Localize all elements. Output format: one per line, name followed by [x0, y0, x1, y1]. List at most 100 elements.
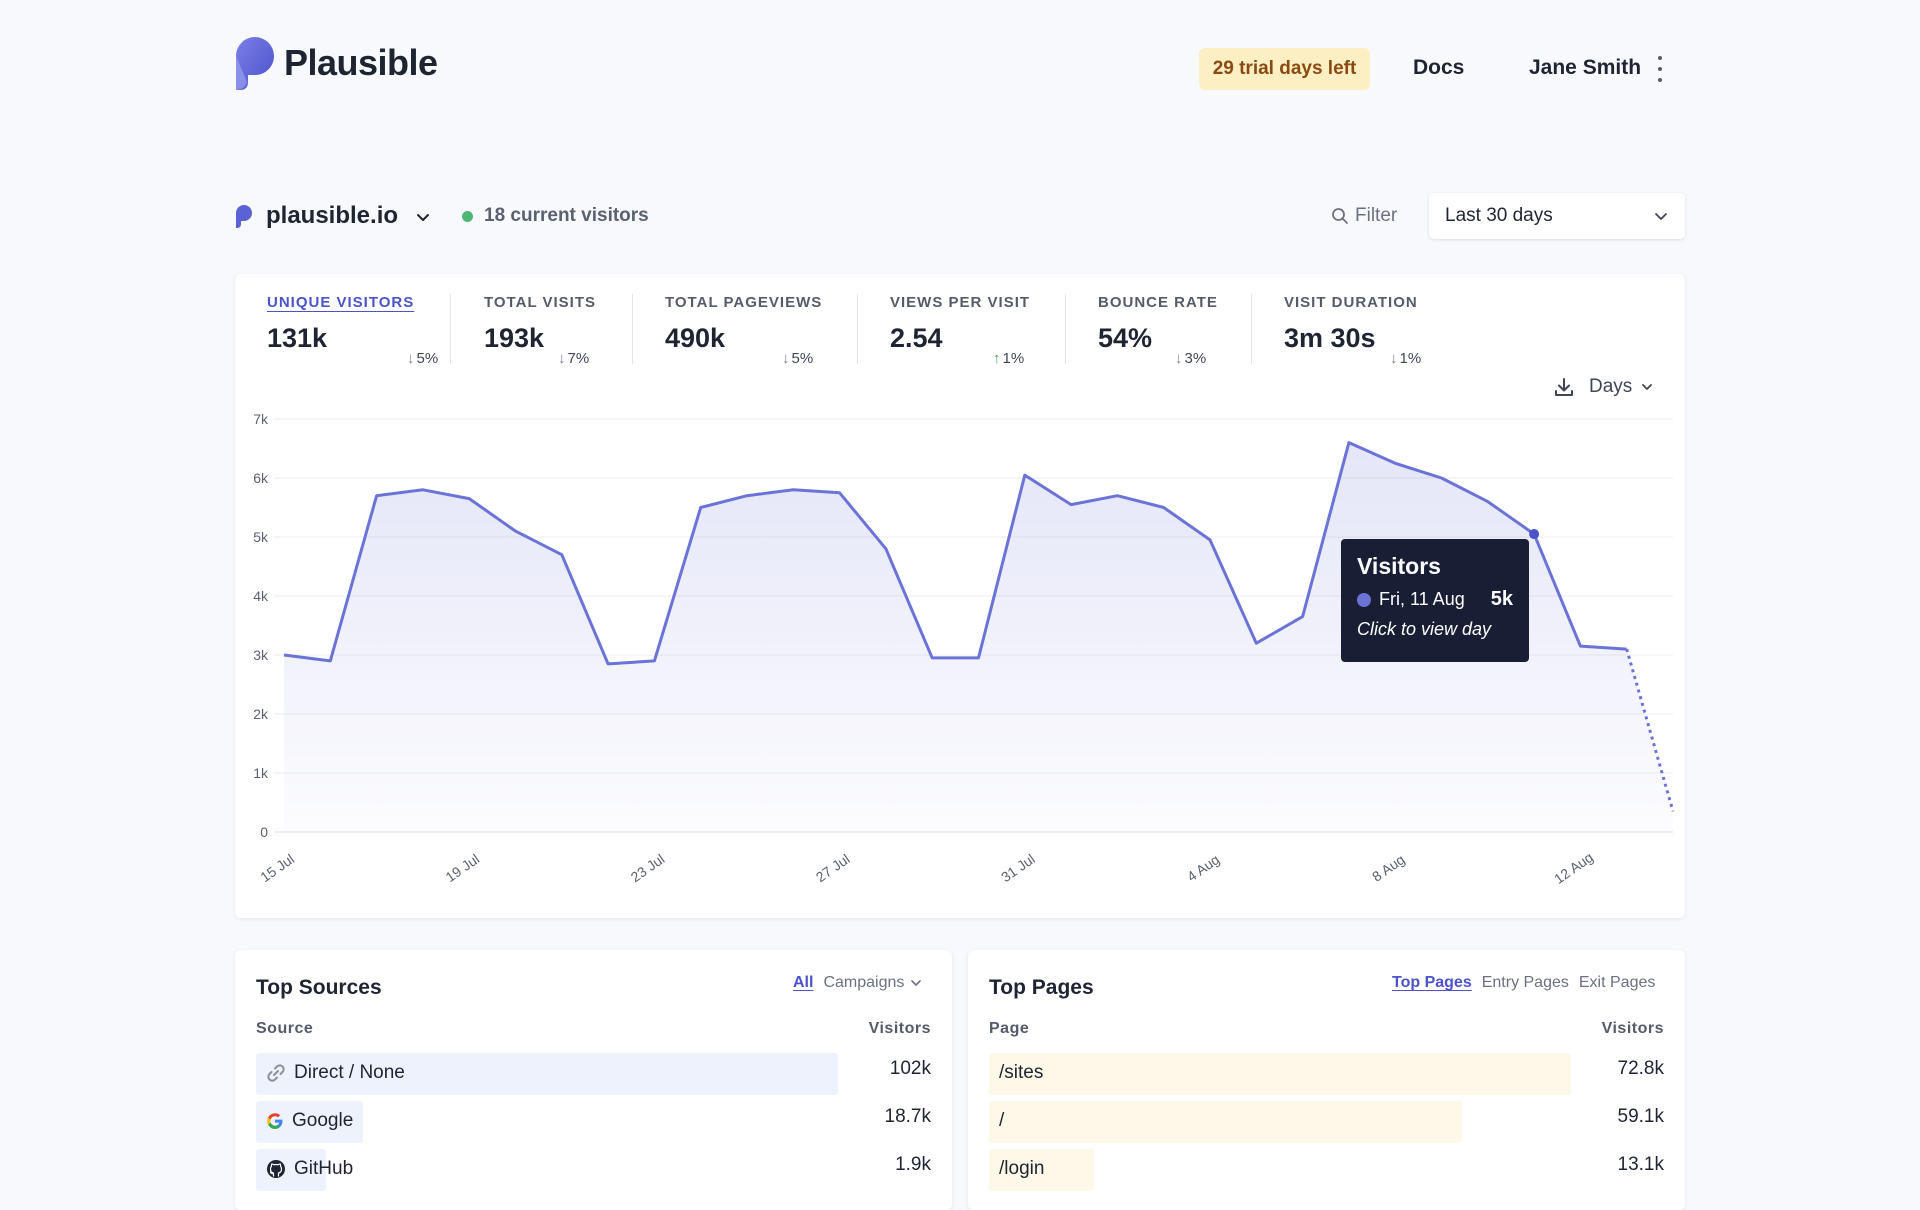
github-icon: [266, 1159, 286, 1179]
arrow-down-icon: ↓: [1175, 350, 1183, 367]
y-tick-label: 3k: [253, 647, 269, 663]
row-bar: [256, 1053, 838, 1095]
x-tick-label: 8 Aug: [1369, 851, 1408, 885]
metric-views-per-visit[interactable]: VIEWS PER VISIT 2.54 ↑ 1%: [890, 294, 1031, 367]
metric-change-value: 1%: [1399, 350, 1422, 367]
y-tick-label: 1k: [253, 765, 269, 781]
metric-total-pageviews[interactable]: TOTAL PAGEVIEWS 490k ↓ 5%: [665, 294, 823, 367]
arrow-up-icon: ↑: [993, 350, 1001, 367]
sources-tabs: All Campaigns: [793, 974, 922, 992]
docs-link[interactable]: Docs: [1413, 56, 1465, 79]
metric-change-value: 3%: [1184, 350, 1207, 367]
y-tick-label: 5k: [253, 529, 269, 545]
top-pages-card: Top Pages Top Pages Entry Pages Exit Pag…: [968, 950, 1685, 1210]
x-tick-label: 27 Jul: [813, 851, 853, 886]
hover-point: [1529, 529, 1540, 540]
tab-exit-pages[interactable]: Exit Pages: [1578, 974, 1656, 991]
chevron-down-icon[interactable]: [415, 209, 431, 225]
col-source: Source: [256, 1020, 314, 1037]
y-tick-label: 4k: [253, 588, 269, 604]
y-tick-label: 6k: [253, 470, 269, 486]
search-icon: [1332, 208, 1348, 224]
tab-top-pages[interactable]: Top Pages: [1392, 974, 1472, 991]
list-item-value: 18.7k: [884, 1106, 931, 1127]
tab-entry-pages[interactable]: Entry Pages: [1481, 974, 1569, 991]
list-item-value: 13.1k: [1617, 1154, 1664, 1175]
row-bar: [256, 1101, 363, 1143]
x-tick-label: 12 Aug: [1551, 849, 1596, 887]
metric-change-value: 5%: [416, 350, 439, 367]
list-item-value: 72.8k: [1617, 1058, 1664, 1079]
tab-all[interactable]: All: [793, 974, 814, 991]
top-sources-card: Top Sources All Campaigns Source Visitor…: [235, 950, 952, 1210]
filter-button[interactable]: Filter: [1331, 205, 1397, 227]
row-bar: [989, 1101, 1462, 1143]
arrow-down-icon: ↓: [1390, 350, 1398, 367]
metric-value: 490k: [665, 323, 726, 353]
metric-label: TOTAL PAGEVIEWS: [665, 294, 823, 311]
tooltip-date: Fri, 11 Aug: [1379, 589, 1465, 609]
download-icon[interactable]: [1553, 376, 1575, 398]
site-favicon-icon: [236, 205, 252, 228]
list-item[interactable]: /: [999, 1110, 1004, 1132]
live-indicator: [462, 211, 473, 222]
list-item-label: /: [999, 1110, 1005, 1131]
metric-label: BOUNCE RATE: [1098, 294, 1218, 311]
metric-change: ↓ 7%: [558, 350, 589, 367]
metric-value: 54%: [1098, 323, 1153, 353]
metric-value: 3m 30s: [1284, 323, 1376, 353]
tooltip-cta: Click to view day: [1357, 619, 1492, 639]
list-item[interactable]: Google: [266, 1110, 353, 1132]
y-tick-label: 7k: [253, 411, 269, 427]
top-sources-title: Top Sources: [256, 976, 382, 999]
col-page: Page: [989, 1020, 1030, 1037]
list-item-label: Google: [292, 1110, 354, 1131]
date-range-select[interactable]: Last 30 days: [1429, 193, 1685, 239]
filter-label: Filter: [1355, 205, 1398, 226]
x-tick-label: 31 Jul: [998, 851, 1038, 886]
metric-change: ↓ 3%: [1175, 350, 1206, 367]
metric-label: VISIT DURATION: [1284, 294, 1418, 311]
current-visitors[interactable]: 18 current visitors: [484, 205, 649, 226]
row-bar: [989, 1149, 1094, 1191]
metric-change: ↓ 5%: [407, 350, 438, 367]
tooltip-title: Visitors: [1357, 553, 1441, 579]
tab-campaigns[interactable]: Campaigns: [823, 974, 922, 992]
interval-select[interactable]: Days: [1589, 376, 1654, 398]
metric-change: ↓ 1%: [1390, 350, 1421, 367]
trial-badge[interactable]: 29 trial days left: [1199, 48, 1370, 90]
list-item[interactable]: /login: [999, 1158, 1044, 1180]
more-menu-icon[interactable]: [1656, 56, 1664, 82]
list-item-label: /sites: [999, 1062, 1044, 1083]
list-item[interactable]: /sites: [999, 1062, 1043, 1084]
x-tick-label: 15 Jul: [257, 851, 297, 886]
list-item[interactable]: GitHub: [266, 1158, 353, 1180]
brand-logo[interactable]: Plausible: [234, 36, 438, 90]
x-tick-label: 19 Jul: [442, 851, 482, 886]
plausible-logo-icon: [236, 37, 274, 90]
metric-unique-visitors[interactable]: UNIQUE VISITORS 131k ↓ 5%: [267, 294, 438, 367]
site-switcher[interactable]: plausible.io: [266, 202, 399, 229]
interval-label: Days: [1589, 376, 1633, 397]
list-item-label: GitHub: [294, 1158, 354, 1179]
top-pages-title: Top Pages: [989, 976, 1094, 999]
tooltip-value: 5k: [1490, 588, 1513, 610]
metric-value: 131k: [267, 323, 328, 353]
metric-total-visits[interactable]: TOTAL VISITS 193k ↓ 7%: [484, 294, 596, 367]
list-item-value: 59.1k: [1617, 1106, 1664, 1127]
series-dot-icon: [1357, 592, 1371, 607]
series-line-projected: [1625, 648, 1675, 812]
tab-campaigns-label: Campaigns: [823, 974, 905, 991]
arrow-down-icon: ↓: [407, 350, 415, 367]
list-item-label: Direct / None: [294, 1062, 405, 1083]
user-menu[interactable]: Jane Smith: [1529, 56, 1642, 79]
metric-bounce-rate[interactable]: BOUNCE RATE 54% ↓ 3%: [1098, 294, 1218, 367]
list-item[interactable]: Direct / None: [266, 1062, 405, 1084]
google-icon: [266, 1112, 284, 1130]
link-icon: [266, 1063, 286, 1083]
metric-visit-duration[interactable]: VISIT DURATION 3m 30s ↓ 1%: [1284, 294, 1421, 367]
chart-tooltip[interactable]: Visitors Fri, 11 Aug 5k Click to view da…: [1341, 539, 1529, 662]
arrow-down-icon: ↓: [558, 350, 566, 367]
metric-label: VIEWS PER VISIT: [890, 294, 1031, 311]
metric-change-value: 1%: [1002, 350, 1025, 367]
